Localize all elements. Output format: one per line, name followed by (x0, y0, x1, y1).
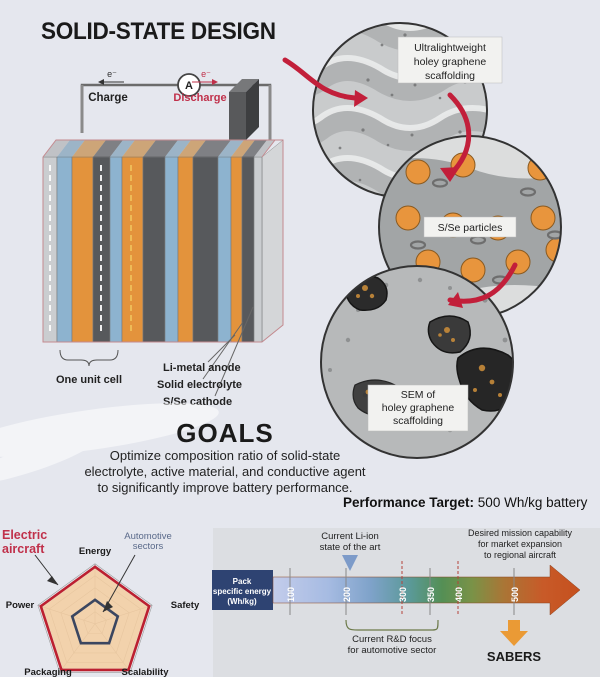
svg-text:to regional aircraft: to regional aircraft (484, 550, 557, 560)
svg-text:Charge: Charge (88, 92, 128, 104)
svg-text:400: 400 (454, 587, 464, 602)
svg-text:350: 350 (426, 587, 436, 602)
svg-text:Packaging: Packaging (24, 667, 72, 677)
svg-text:100: 100 (286, 587, 296, 602)
svg-text:Current R&D focus: Current R&D focus (352, 634, 432, 645)
svg-text:SEM of: SEM of (401, 389, 436, 401)
svg-text:Scalability: Scalability (122, 667, 170, 677)
svg-text:scaffolding: scaffolding (425, 70, 475, 82)
svg-text:300: 300 (398, 587, 408, 602)
svg-text:SABERS: SABERS (487, 649, 542, 664)
svg-text:Ultralightweight: Ultralightweight (414, 42, 486, 54)
svg-text:Desired mission capability: Desired mission capability (468, 528, 573, 538)
svg-text:200: 200 (342, 587, 352, 602)
svg-text:aircraft: aircraft (2, 542, 45, 556)
svg-text:Safety: Safety (171, 600, 200, 611)
svg-text:specific energy: specific energy (213, 587, 272, 596)
svg-text:Power: Power (6, 600, 35, 611)
svg-text:(Wh/kg): (Wh/kg) (227, 597, 257, 606)
svg-text:Discharge: Discharge (173, 92, 226, 104)
svg-text:state of the art: state of the art (320, 542, 381, 553)
svg-text:sectors: sectors (133, 541, 164, 552)
svg-text:e⁻: e⁻ (201, 69, 211, 79)
svg-text:Current Li-ion: Current Li-ion (321, 531, 379, 542)
svg-text:for market expansion: for market expansion (478, 539, 562, 549)
svg-text:Energy: Energy (79, 546, 112, 557)
svg-text:Pack: Pack (233, 577, 252, 586)
svg-text:Electric: Electric (2, 528, 47, 542)
svg-text:holey graphene: holey graphene (414, 56, 487, 68)
svg-text:500: 500 (510, 587, 520, 602)
svg-text:for automotive sector: for automotive sector (348, 645, 437, 656)
svg-text:e⁻: e⁻ (107, 69, 117, 79)
svg-text:A: A (185, 80, 193, 92)
svg-text:holey graphene: holey graphene (382, 402, 455, 414)
svg-text:S/Se particles: S/Se particles (438, 222, 503, 234)
